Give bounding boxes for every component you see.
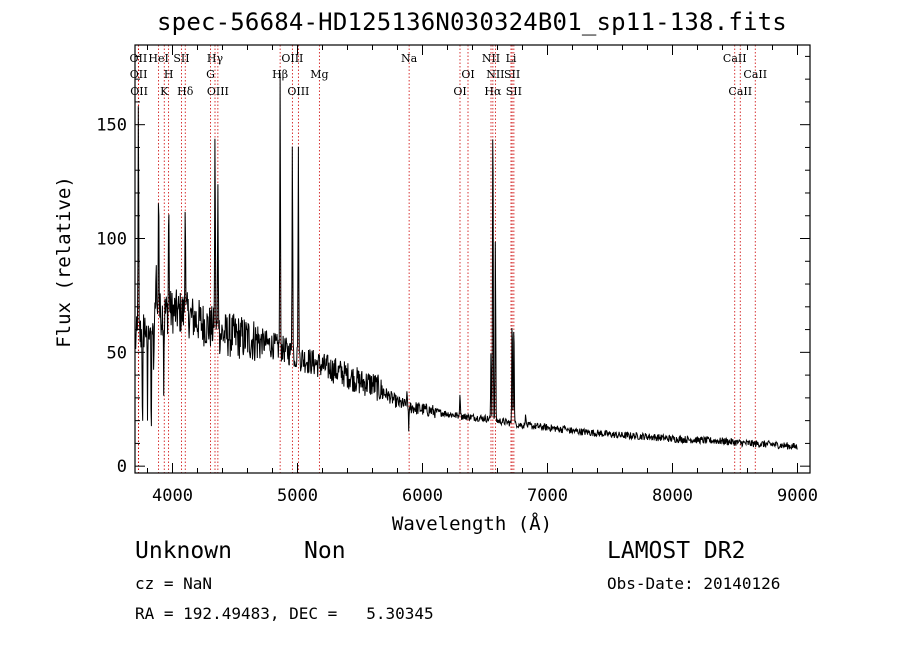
y-axis-label: Flux (relative) — [53, 176, 75, 348]
line-marker-label: Hα — [484, 85, 502, 98]
plot-frame — [134, 44, 811, 474]
line-marker-label: G — [206, 68, 215, 81]
obs-date: Obs-Date: 20140126 — [607, 574, 781, 593]
x-axis-label: Wavelength (Å) — [392, 512, 552, 535]
survey-name: LAMOST DR2 — [607, 538, 746, 564]
line-marker-label: CaII — [743, 68, 767, 81]
x-tick-label: 6000 — [402, 486, 443, 506]
line-marker-label: H — [164, 68, 174, 81]
y-tick-label: 50 — [107, 343, 127, 363]
x-tick-label: 8000 — [652, 486, 693, 506]
line-marker-label: NII — [486, 68, 504, 81]
line-marker-label: K — [160, 85, 169, 98]
line-marker-label: Hγ — [207, 52, 224, 65]
ra-dec: RA = 192.49483, DEC = 5.30345 — [135, 604, 434, 623]
chart-title: spec-56684-HD125136N030324B01_sp11-138.f… — [157, 8, 787, 36]
line-marker-label: OII — [130, 52, 148, 65]
x-tick-label: 5000 — [277, 486, 318, 506]
line-marker-label: NII — [482, 52, 500, 65]
y-tick-label: 100 — [96, 230, 127, 250]
line-marker-label: Mg — [310, 68, 328, 81]
line-marker-label: OII — [130, 85, 148, 98]
line-marker-label: SII — [506, 85, 522, 98]
line-marker-label: OII — [130, 68, 148, 81]
line-marker-label: SII — [173, 52, 189, 65]
line-marker-label: OIII — [281, 52, 303, 65]
axis-ticks — [135, 45, 810, 473]
object-class: Unknown — [135, 538, 232, 564]
x-tick-label: 9000 — [777, 486, 818, 506]
line-marker-label: OIII — [287, 85, 309, 98]
spectrum-line — [134, 72, 798, 450]
redshift-cz: cz = NaN — [135, 574, 213, 593]
line-marker-label: HeI — [148, 52, 168, 65]
axis-tick-labels: 4000 5000 6000 7000 8000 9000 0 50 100 150 — [96, 116, 818, 506]
line-marker-label: Na — [401, 52, 418, 65]
line-marker-label: CaII — [723, 52, 747, 65]
line-marker-label: OIII — [207, 85, 229, 98]
object-subclass: Non — [304, 538, 346, 564]
line-marker-label: SII — [504, 68, 520, 81]
line-marker-label: CaII — [728, 85, 752, 98]
line-marker-label: OI — [453, 85, 466, 98]
line-marker-label: Hδ — [177, 85, 194, 98]
x-tick-label: 7000 — [527, 486, 568, 506]
line-marker-label: OI — [461, 68, 474, 81]
y-tick-label: 150 — [96, 116, 127, 136]
line-marker-label: Li — [506, 52, 517, 65]
x-tick-label: 4000 — [152, 486, 193, 506]
line-markers — [137, 45, 756, 473]
y-tick-label: 0 — [117, 457, 127, 477]
